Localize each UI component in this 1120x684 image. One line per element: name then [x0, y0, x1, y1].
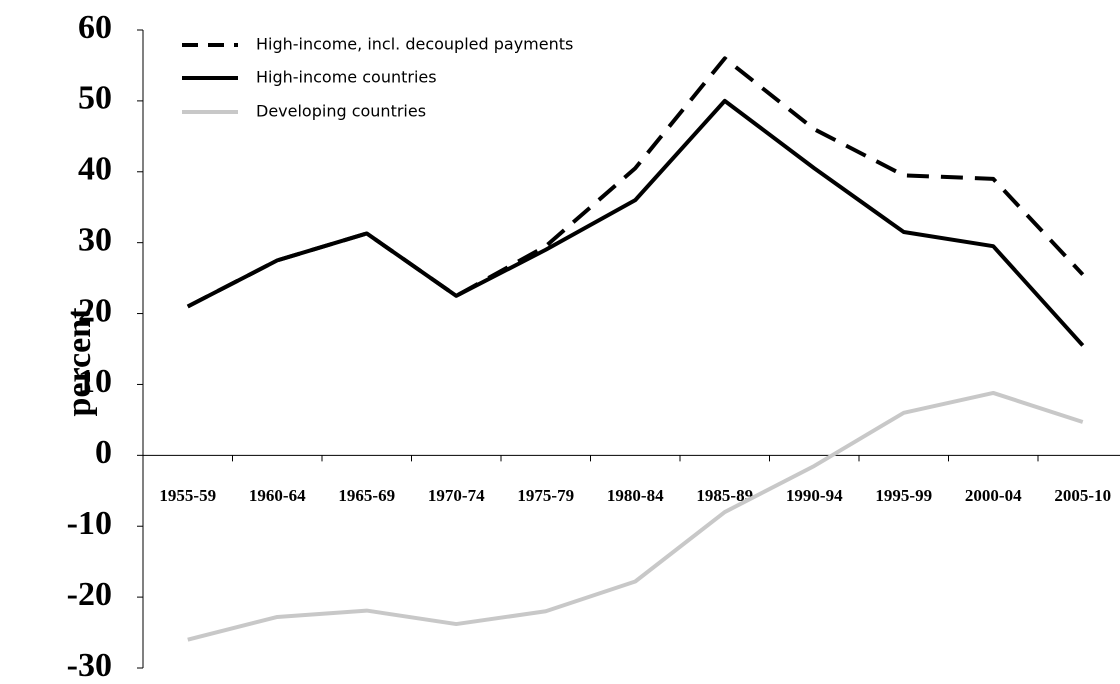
x-tick-label: 1980-84: [607, 486, 664, 505]
y-tick-label: -30: [67, 647, 112, 684]
y-axis-label: percent: [61, 307, 98, 417]
x-tick-label: 1975-79: [517, 486, 574, 505]
series-line: [186, 98, 1085, 347]
x-tick-label: 1970-74: [428, 486, 485, 505]
legend-label: High-income, incl. decoupled payments: [256, 35, 573, 54]
y-tick-label: 30: [78, 221, 112, 258]
y-tick-label: 0: [95, 434, 112, 471]
x-tick-label: 1995-99: [875, 486, 932, 505]
x-tick-label: 1960-64: [249, 486, 306, 505]
series-line: [187, 390, 1084, 642]
series-line: [186, 56, 1085, 309]
x-tick-label: 1965-69: [338, 486, 395, 505]
x-tick-label: 2000-04: [965, 486, 1022, 505]
y-tick-label: -20: [67, 576, 112, 613]
y-tick-label: 60: [78, 9, 112, 46]
y-tick-label: 40: [78, 151, 112, 188]
y-tick-label: 10: [78, 363, 112, 400]
y-tick-label: 50: [78, 80, 112, 117]
y-tick-label: 20: [78, 292, 112, 329]
x-tick-label: 2005-10: [1054, 486, 1111, 505]
legend-label: High-income countries: [256, 68, 437, 87]
x-tick-label: 1990-94: [786, 486, 843, 505]
legend-label: Developing countries: [256, 102, 426, 121]
y-tick-label: -10: [67, 505, 112, 542]
x-tick-label: 1985-89: [696, 486, 753, 505]
x-tick-label: 1955-59: [159, 486, 216, 505]
